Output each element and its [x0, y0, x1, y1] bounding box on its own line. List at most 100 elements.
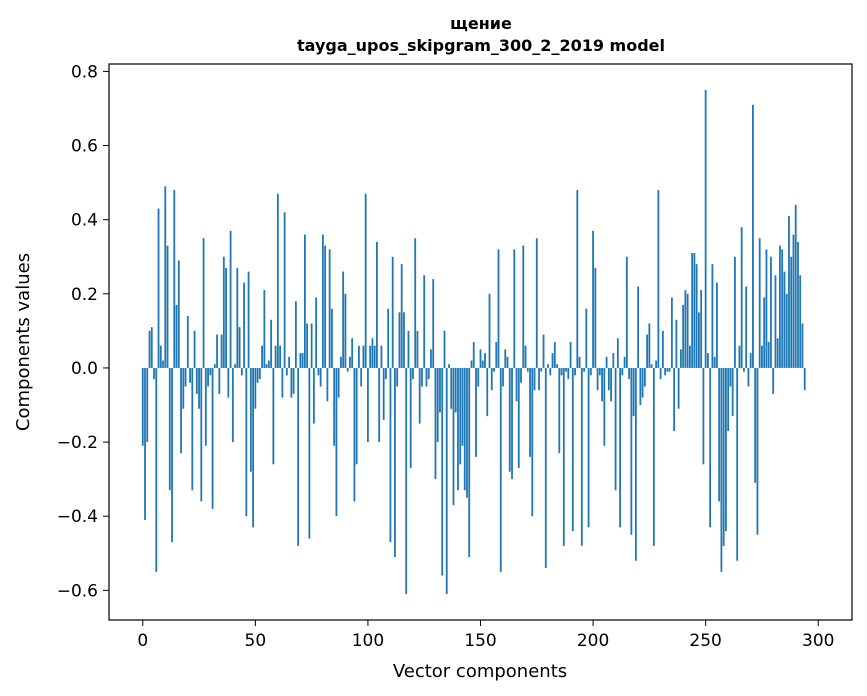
- bar: [249, 367, 252, 472]
- bar: [691, 253, 694, 368]
- bar: [285, 367, 288, 376]
- bar: [312, 367, 315, 424]
- bar: [155, 367, 158, 572]
- bar: [144, 367, 146, 520]
- bar: [747, 367, 750, 387]
- bar: [261, 345, 263, 368]
- bar: [211, 367, 214, 509]
- bar: [202, 238, 205, 368]
- bar: [774, 275, 777, 368]
- bar: [270, 319, 273, 368]
- y-tick-label: 0.8: [71, 62, 98, 82]
- bars-group: [141, 89, 806, 595]
- bar: [252, 367, 254, 528]
- bar: [529, 367, 531, 457]
- bar: [625, 256, 628, 368]
- bar: [576, 190, 579, 368]
- bar: [707, 353, 709, 368]
- bar: [209, 367, 212, 376]
- bar: [200, 367, 203, 502]
- bar: [182, 367, 185, 409]
- bar: [731, 367, 734, 417]
- bar: [258, 367, 261, 380]
- bar: [459, 367, 462, 465]
- bar: [612, 353, 615, 368]
- bar: [207, 367, 209, 387]
- bar: [621, 367, 624, 376]
- bar: [288, 356, 291, 368]
- bar: [628, 367, 630, 380]
- bar: [761, 345, 763, 368]
- bar: [790, 256, 793, 368]
- bar: [279, 345, 282, 368]
- bar: [745, 286, 748, 368]
- bar: [484, 353, 486, 368]
- bar: [326, 367, 329, 402]
- bar: [520, 367, 522, 383]
- bar: [648, 323, 651, 368]
- bar: [493, 367, 495, 372]
- bar: [335, 367, 338, 517]
- bar: [430, 349, 432, 368]
- bar: [569, 342, 572, 368]
- bar: [567, 367, 570, 380]
- bar: [659, 367, 662, 380]
- bar: [216, 334, 218, 368]
- bar: [349, 356, 351, 368]
- bar: [549, 367, 552, 376]
- bar: [466, 367, 468, 498]
- bar: [695, 264, 698, 368]
- bar: [373, 345, 376, 368]
- bar: [403, 312, 405, 368]
- bar: [443, 330, 446, 368]
- bar: [740, 227, 743, 368]
- bar: [594, 267, 597, 368]
- bar: [355, 367, 358, 465]
- bar: [655, 360, 658, 368]
- bar: [405, 367, 408, 595]
- bar: [583, 367, 585, 372]
- bar: [337, 367, 340, 398]
- bar: [711, 264, 714, 368]
- bar: [538, 367, 540, 391]
- bar: [779, 245, 781, 368]
- bar: [186, 316, 189, 368]
- bar: [306, 323, 309, 368]
- bar: [781, 249, 784, 368]
- bar: [558, 367, 561, 454]
- bar: [481, 360, 484, 368]
- bar: [195, 367, 198, 394]
- bar: [146, 367, 149, 443]
- bar: [652, 367, 655, 546]
- bar: [596, 367, 599, 391]
- bar: [756, 367, 759, 535]
- bar: [153, 367, 155, 380]
- bar: [535, 238, 538, 368]
- bar: [267, 360, 270, 368]
- bar: [556, 364, 558, 368]
- bar: [463, 367, 466, 491]
- bar: [265, 364, 268, 368]
- bar: [382, 367, 385, 420]
- bar: [511, 367, 513, 480]
- bar: [700, 290, 703, 368]
- bar: [292, 367, 295, 394]
- bar: [425, 367, 428, 387]
- bar: [797, 241, 799, 368]
- bar: [380, 345, 383, 368]
- bar: [220, 334, 223, 368]
- bar: [391, 256, 394, 368]
- bar: [506, 356, 509, 368]
- bar: [276, 193, 279, 368]
- bar: [461, 367, 464, 446]
- bar: [603, 367, 606, 446]
- y-tick-label: −0.4: [57, 507, 98, 527]
- bar: [439, 367, 441, 413]
- y-tick-label: 0.2: [71, 285, 98, 305]
- y-tick-label: −0.2: [57, 433, 98, 453]
- bar: [504, 349, 507, 368]
- bar: [353, 367, 356, 502]
- bar: [544, 367, 547, 569]
- bar: [317, 367, 320, 376]
